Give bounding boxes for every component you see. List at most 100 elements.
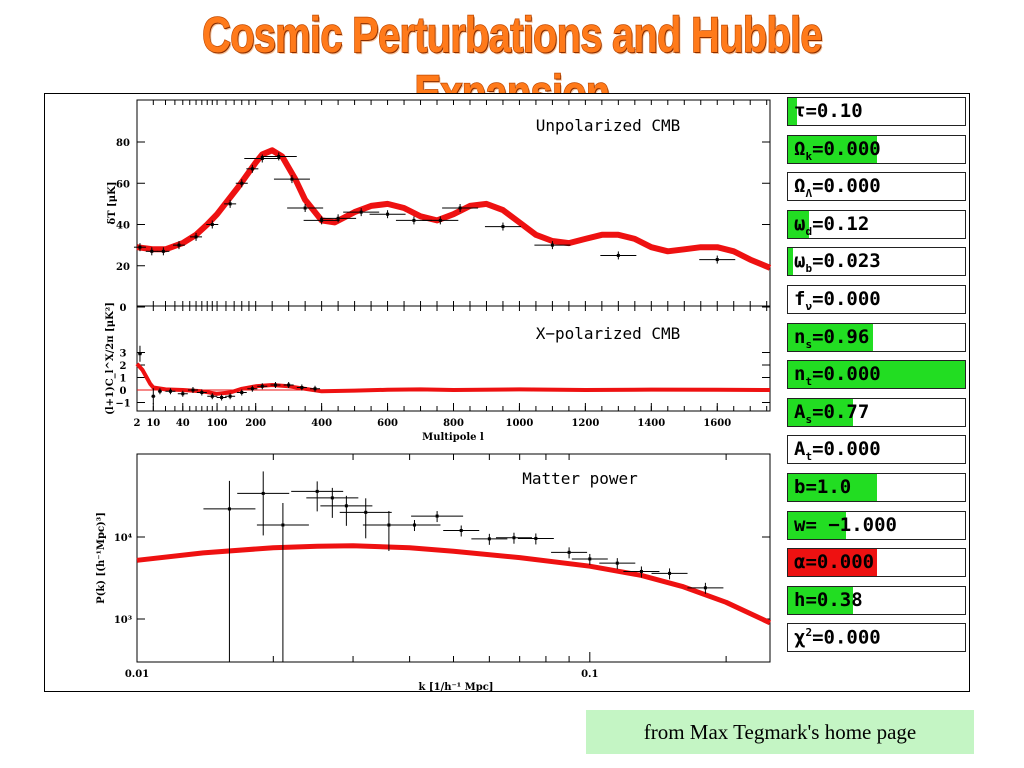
model-curve <box>135 362 771 396</box>
param-value: 1.0 <box>816 476 852 498</box>
x-tick-label: 400 <box>311 418 332 429</box>
x-tick-label: 10 <box>146 418 160 429</box>
param-label: As=0.77 <box>794 401 869 426</box>
param-equals: = <box>812 212 824 235</box>
param-value: 0.12 <box>823 212 870 235</box>
param-equals: = <box>812 626 824 649</box>
data-point <box>412 523 416 527</box>
data-point <box>336 216 340 220</box>
plot-axes-box <box>136 453 771 663</box>
param-slider[interactable]: α=0.000 <box>787 548 966 578</box>
param-slider[interactable]: As=0.77 <box>787 397 966 427</box>
data-point <box>240 391 244 394</box>
param-slider[interactable]: τ=0.10 <box>787 97 966 126</box>
x-tick-label: 2 <box>134 418 141 429</box>
param-slider[interactable]: w= −1.000 <box>787 510 966 540</box>
y-tick-label: 60 <box>116 179 130 190</box>
param-slider[interactable]: ΩΛ=0.000 <box>787 172 966 202</box>
param-equals: = <box>805 588 817 611</box>
data-point <box>300 386 304 389</box>
param-slider[interactable]: b=1.0 <box>787 473 966 502</box>
x-tick-label: 100 <box>207 418 228 429</box>
param-slider-fill <box>788 474 877 501</box>
param-label: fν=0.000 <box>794 288 881 313</box>
y-tick-label: 0 <box>120 303 127 314</box>
param-symbol: τ <box>794 100 806 122</box>
y-tick-label: 10⁴ <box>114 533 133 544</box>
param-slider[interactable]: h=0.38 <box>787 585 966 615</box>
data-point <box>151 394 155 398</box>
param-equals: = <box>812 137 824 160</box>
data-point <box>250 167 254 171</box>
x-tick-label: 200 <box>245 418 266 429</box>
param-slider-fill <box>788 210 810 238</box>
param-slider[interactable]: χ2=0.000 <box>787 623 966 653</box>
data-point <box>177 243 181 247</box>
data-point <box>567 550 571 554</box>
data-point <box>330 496 334 500</box>
data-point <box>458 206 462 210</box>
y-tick-label: 1 <box>120 374 127 385</box>
y-axis-label: δT [μK] <box>107 181 118 224</box>
data-point <box>287 383 291 387</box>
param-symbol: w <box>794 513 806 536</box>
param-symbol: A <box>794 400 806 423</box>
panel-title: Unpolarized CMB <box>536 116 681 135</box>
param-slider-fill <box>788 586 854 614</box>
param-symbol: b <box>794 476 806 498</box>
param-slider[interactable]: At=0.000 <box>787 435 966 465</box>
param-equals: = <box>812 175 824 198</box>
param-slider[interactable]: ns=0.96 <box>787 322 966 352</box>
param-label: b=1.0 <box>794 476 851 498</box>
x-tick-label: 1200 <box>571 418 599 429</box>
x-tick-label: 600 <box>377 418 398 429</box>
param-slider[interactable]: fν=0.000 <box>787 285 966 314</box>
param-subscript: ν <box>805 299 813 313</box>
param-value: 0.000 <box>823 175 881 198</box>
param-label: ns=0.96 <box>794 326 869 351</box>
param-slider[interactable]: Ωk=0.000 <box>787 134 966 164</box>
param-label: χ2=0.000 <box>794 626 881 648</box>
param-slider-fill <box>788 549 877 577</box>
y-tick-label: 40 <box>116 221 130 232</box>
y-tick-label: 0 <box>120 386 127 397</box>
param-slider-fill <box>788 361 965 389</box>
param-symbol: α <box>794 551 806 574</box>
x-tick-label: 800 <box>443 418 464 429</box>
param-slider-fill <box>788 511 847 539</box>
y-tick-label: 10³ <box>114 615 132 626</box>
param-slider[interactable]: ωb=0.023 <box>787 247 966 277</box>
data-point <box>210 223 214 226</box>
x-tick-label: 0.01 <box>125 669 149 680</box>
data-point <box>191 388 195 392</box>
param-label: nt=0.000 <box>794 363 881 388</box>
data-point <box>512 536 516 540</box>
x-tick-label: 0.1 <box>581 669 598 680</box>
data-point <box>260 157 264 160</box>
model-curve <box>136 147 772 271</box>
data-point <box>615 561 619 565</box>
x-tick-label: 1600 <box>703 418 731 429</box>
param-slider[interactable]: nt=0.000 <box>787 360 966 390</box>
param-label: α=0.000 <box>794 551 874 573</box>
param-slider[interactable]: ωd=0.12 <box>787 209 966 239</box>
data-point <box>344 504 348 508</box>
param-value: 0.10 <box>816 100 863 122</box>
model-curve <box>136 543 772 626</box>
x-tick-label: 1000 <box>506 418 534 429</box>
param-value: 0.023 <box>823 250 881 273</box>
data-point <box>320 218 324 222</box>
param-slider-fill <box>788 248 794 276</box>
param-slider-fill <box>788 135 877 163</box>
param-symbol: ω <box>794 212 806 235</box>
y-tick-label: −1 <box>115 399 130 410</box>
data-point <box>260 384 264 388</box>
data-point <box>228 202 232 206</box>
y-tick-label: 80 <box>116 138 130 149</box>
param-equals: = − <box>805 513 840 536</box>
param-equals: = <box>805 551 817 574</box>
param-symbol: h <box>794 588 806 611</box>
data-point <box>303 206 307 210</box>
x-tick-label: 1400 <box>637 418 665 429</box>
